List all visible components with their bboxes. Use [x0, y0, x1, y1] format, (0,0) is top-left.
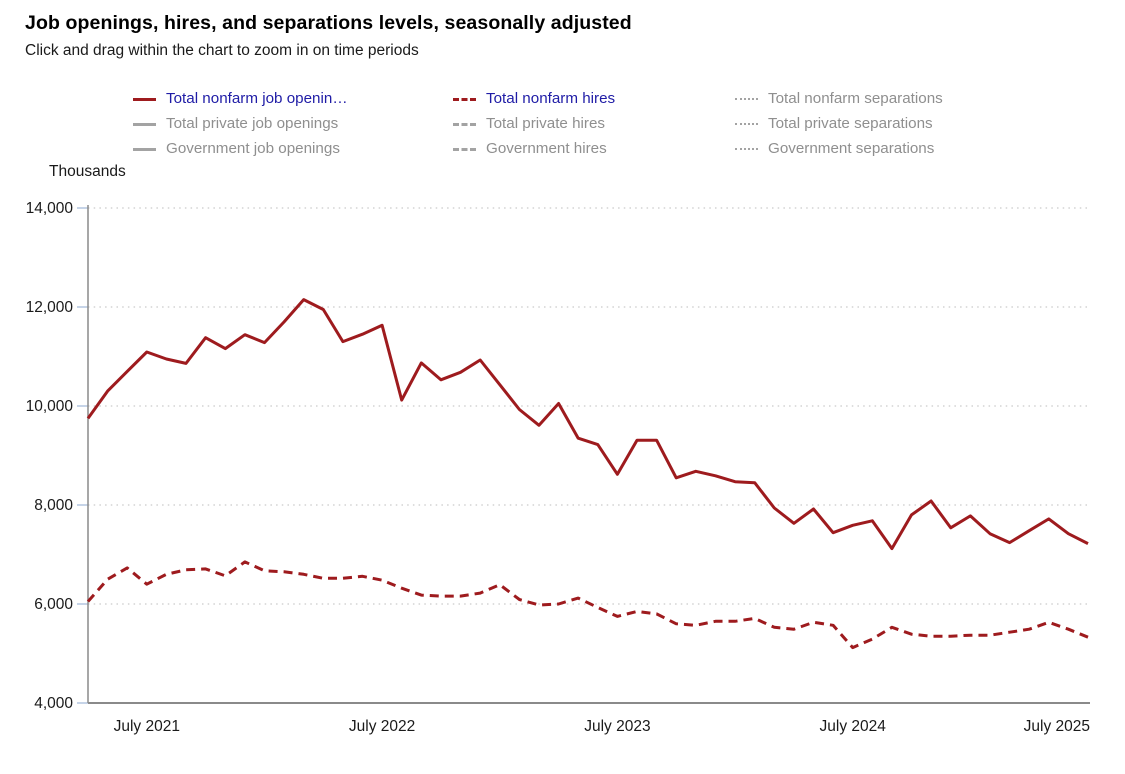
svg-text:July 2024: July 2024 [820, 718, 887, 735]
svg-text:July 2023: July 2023 [584, 718, 650, 735]
dotted-line-swatch-icon [735, 148, 758, 150]
svg-text:10,000: 10,000 [26, 398, 74, 415]
chart-legend: Total nonfarm job openin… Total nonfarm … [133, 88, 1105, 160]
dashed-line-swatch-icon [453, 97, 476, 101]
svg-text:4,000: 4,000 [34, 695, 73, 712]
svg-text:8,000: 8,000 [34, 497, 73, 514]
dotted-line-swatch-icon [735, 123, 758, 125]
svg-text:12,000: 12,000 [26, 299, 74, 316]
legend-item-total-private-separations[interactable]: Total private separations [735, 113, 1105, 135]
legend-label: Total nonfarm job openin… [166, 90, 348, 108]
svg-text:14,000: 14,000 [26, 200, 74, 217]
legend-label: Total private hires [486, 115, 606, 133]
legend-item-total-private-job-openings[interactable]: Total private job openings [133, 113, 453, 135]
svg-text:July 2021: July 2021 [114, 718, 180, 735]
legend-label: Total private separations [768, 115, 933, 133]
svg-text:6,000: 6,000 [34, 596, 73, 613]
legend-item-total-private-hires[interactable]: Total private hires [453, 113, 735, 135]
solid-line-swatch-icon [133, 97, 156, 101]
chart-zoom-hint: Click and drag within the chart to zoom … [25, 42, 419, 59]
legend-item-total-nonfarm-job-openings[interactable]: Total nonfarm job openin… [133, 88, 453, 110]
svg-text:July 2022: July 2022 [349, 718, 415, 735]
legend-label: Government job openings [166, 140, 340, 158]
legend-label: Total nonfarm hires [486, 90, 616, 108]
solid-line-swatch-icon [133, 147, 156, 151]
legend-label: Total nonfarm separations [768, 90, 943, 108]
y-axis-unit-label: Thousands [49, 163, 126, 180]
legend-item-government-separations[interactable]: Government separations [735, 138, 1105, 160]
legend-item-government-job-openings[interactable]: Government job openings [133, 138, 453, 160]
svg-text:July 2025: July 2025 [1024, 718, 1090, 735]
legend-label: Total private job openings [166, 115, 339, 133]
dashed-line-swatch-icon [453, 122, 476, 126]
legend-item-total-nonfarm-hires[interactable]: Total nonfarm hires [453, 88, 735, 110]
legend-item-total-nonfarm-separations[interactable]: Total nonfarm separations [735, 88, 1105, 110]
legend-item-government-hires[interactable]: Government hires [453, 138, 735, 160]
page-title: Job openings, hires, and separations lev… [25, 12, 632, 34]
legend-label: Government hires [486, 140, 607, 158]
legend-label: Government separations [768, 140, 935, 158]
solid-line-swatch-icon [133, 122, 156, 126]
dotted-line-swatch-icon [735, 98, 758, 100]
dashed-line-swatch-icon [453, 147, 476, 151]
